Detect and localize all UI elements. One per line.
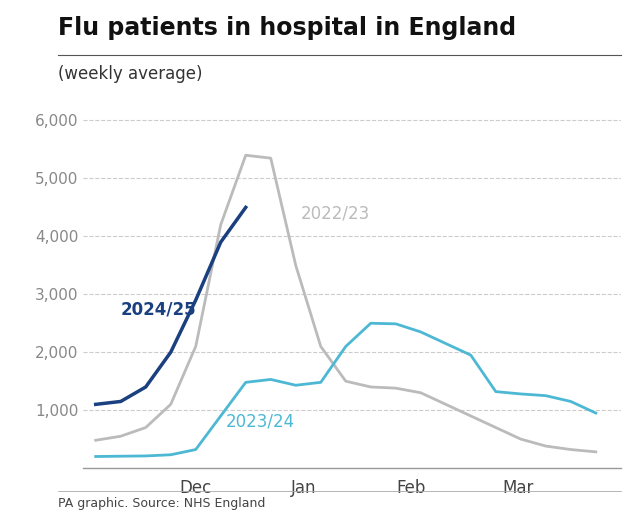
- Text: (weekly average): (weekly average): [58, 65, 202, 83]
- Text: 2023/24: 2023/24: [226, 412, 295, 430]
- Text: PA graphic. Source: NHS England: PA graphic. Source: NHS England: [58, 497, 265, 510]
- Text: 2022/23: 2022/23: [301, 205, 370, 223]
- Text: Flu patients in hospital in England: Flu patients in hospital in England: [58, 16, 516, 40]
- Text: 2024/25: 2024/25: [121, 301, 196, 319]
